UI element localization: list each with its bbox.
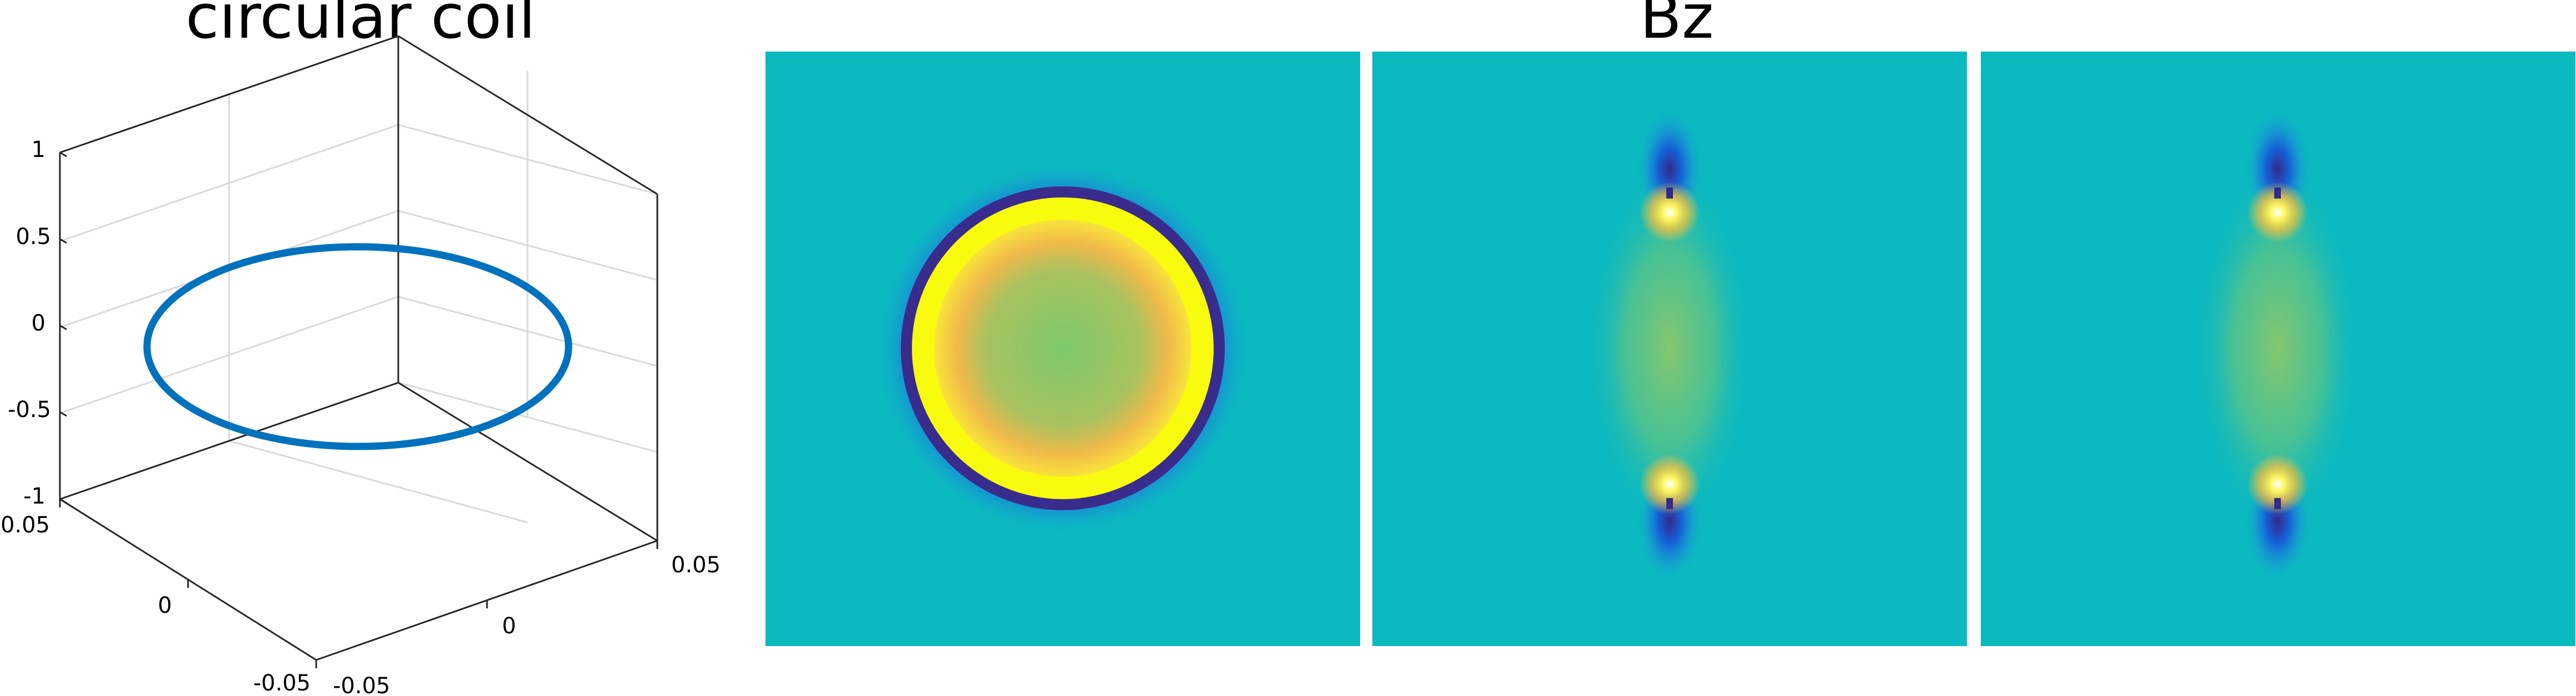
z-tick-label: -0.5: [8, 397, 51, 423]
z-tick-label: 0: [32, 311, 45, 336]
y-tick-label: 0.05: [671, 552, 721, 578]
y-tick-label: -0.05: [333, 673, 391, 696]
chart-title-bz: Bz: [1640, 0, 1713, 52]
bz-heatmap-sagittal: [1981, 52, 2575, 646]
y-tick-label: 0: [502, 613, 516, 639]
chart-title-circular-coil: circular coil: [185, 0, 535, 52]
z-axis-ticks: 1 0.5 0 -0.5 -1: [8, 137, 67, 509]
coil-loop: [143, 243, 572, 450]
z-tick-label: 0.5: [16, 224, 51, 250]
z-tick-label: -1: [23, 484, 45, 509]
bz-heatmap-coronal: [1372, 52, 1967, 646]
x-tick-label: 0.05: [1, 512, 50, 538]
z-tick-label: 1: [32, 137, 45, 162]
x-tick-label: -0.05: [253, 670, 311, 696]
x-axis-ticks: 0.05 0 -0.05: [1, 499, 317, 696]
coil-3d-axes: circular coil: [1, 0, 721, 696]
x-tick-label: 0: [158, 593, 172, 618]
bz-heatmap-axial: [765, 52, 1360, 646]
y-axis-ticks: -0.05 0 0.05: [315, 541, 721, 696]
